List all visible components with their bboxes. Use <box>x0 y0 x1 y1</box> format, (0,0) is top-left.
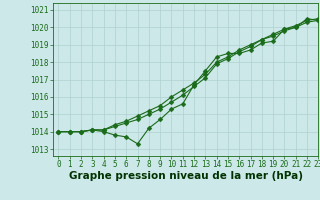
X-axis label: Graphe pression niveau de la mer (hPa): Graphe pression niveau de la mer (hPa) <box>68 171 303 181</box>
